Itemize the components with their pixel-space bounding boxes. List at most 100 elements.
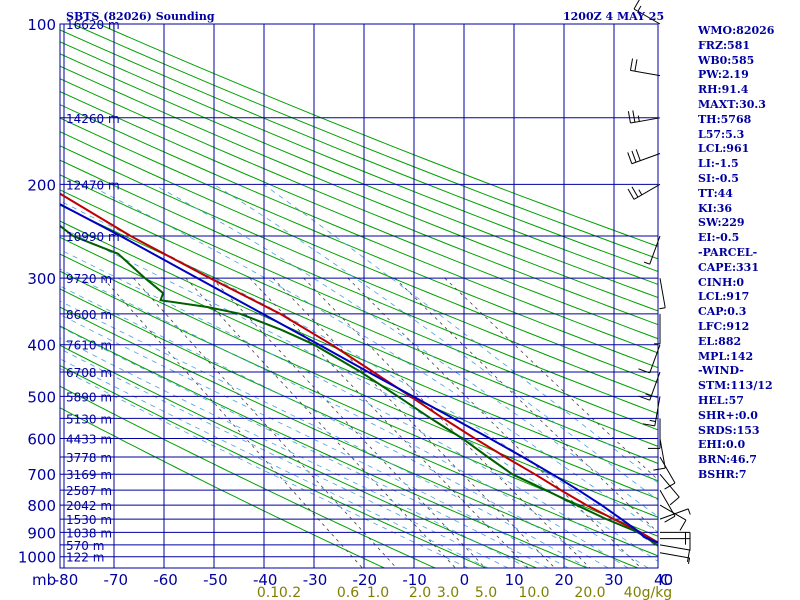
dewpoint-point bbox=[117, 253, 119, 255]
mixing-ratio-label: 0.6 bbox=[337, 585, 359, 600]
temperature-tick-label: -60 bbox=[153, 571, 178, 589]
dewpoint-point bbox=[605, 518, 607, 520]
saturation-adiabat bbox=[60, 337, 529, 568]
saturation-adiabat bbox=[60, 268, 629, 568]
stat-item: TT:44 bbox=[698, 186, 733, 200]
height-label: 16620 m bbox=[66, 18, 120, 32]
dry-adiabat bbox=[60, 253, 658, 518]
temperature-tick-label: 40 bbox=[654, 571, 673, 589]
stat-item: CAP:0.3 bbox=[698, 305, 747, 319]
mixing-ratio-label: 3.0 bbox=[437, 585, 459, 600]
height-label: 2042 m bbox=[66, 499, 112, 513]
parcel-point bbox=[643, 536, 645, 538]
dry-adiabat bbox=[60, 131, 658, 384]
dewpoint-point bbox=[545, 489, 547, 491]
stat-item: -PARCEL- bbox=[698, 245, 758, 259]
stat-item: WMO:82026 bbox=[698, 24, 775, 37]
stat-item: LFC:912 bbox=[698, 319, 750, 333]
dry-adiabat bbox=[60, 104, 658, 354]
wind-barb bbox=[659, 278, 666, 310]
temperature-point bbox=[677, 552, 678, 553]
mixing-ratio-label: 20.0 bbox=[574, 585, 605, 600]
temperature-point bbox=[372, 371, 374, 373]
saturation-adiabat bbox=[60, 249, 649, 568]
height-label: 3169 m bbox=[66, 468, 112, 482]
temperature-tick-label: 20 bbox=[554, 571, 573, 589]
parcel-point bbox=[367, 371, 369, 373]
stat-item: EI:-0.5 bbox=[698, 231, 740, 245]
dewpoint-point bbox=[160, 299, 162, 301]
x-axis-label: C bbox=[660, 571, 670, 589]
temperature-tick-label: -70 bbox=[104, 571, 129, 589]
parcel-point bbox=[452, 417, 454, 419]
stat-item: EL:882 bbox=[698, 334, 742, 348]
stat-item: FRZ:581 bbox=[698, 38, 751, 52]
saturation-adiabat bbox=[60, 326, 549, 568]
dry-adiabat bbox=[60, 364, 486, 568]
parcel-point bbox=[489, 437, 491, 440]
wind-barb bbox=[627, 149, 661, 165]
mixing-ratio-label: 2.0 bbox=[409, 585, 431, 600]
mixing-ratio-line bbox=[249, 277, 529, 568]
wind-barb bbox=[638, 344, 661, 374]
stat-item: MAXT:30.3 bbox=[698, 97, 766, 111]
dewpoint-point bbox=[487, 456, 489, 458]
stat-item: EHI:0.0 bbox=[698, 438, 746, 452]
dry-adiabat bbox=[60, 90, 658, 340]
height-label: 4433 m bbox=[66, 433, 112, 447]
stat-item: -WIND- bbox=[698, 364, 744, 378]
stat-item: SRDS:153 bbox=[698, 423, 760, 437]
pressure-tick-label: 800 bbox=[27, 497, 56, 515]
temperature-tick-label: -40 bbox=[253, 571, 278, 589]
temperature-tick-label: -20 bbox=[353, 571, 378, 589]
wind-barb bbox=[660, 531, 691, 545]
parcel-point bbox=[600, 504, 603, 506]
dry-adiabat bbox=[72, 24, 658, 260]
pressure-tick-label: 1000 bbox=[18, 549, 56, 567]
pressure-tick-label: 500 bbox=[27, 388, 56, 406]
stat-item: HEL:57 bbox=[698, 393, 744, 407]
stat-item: BRN:46.7 bbox=[698, 453, 757, 467]
parcel-point bbox=[412, 395, 414, 397]
stat-item: TH:5768 bbox=[698, 112, 752, 126]
parcel-point bbox=[620, 518, 622, 520]
height-label: 3778 m bbox=[66, 451, 112, 465]
parcel-point bbox=[21, 184, 22, 185]
pressure-tick-label: 400 bbox=[27, 337, 56, 355]
dewpoint-point bbox=[72, 235, 74, 237]
dewpoint-point bbox=[461, 437, 463, 440]
dry-adiabat bbox=[60, 78, 658, 326]
dewpoint-point bbox=[144, 277, 146, 279]
wind-barb bbox=[642, 396, 661, 427]
wind-barb bbox=[629, 58, 661, 77]
wind-barb bbox=[648, 418, 661, 449]
pressure-tick-label: 200 bbox=[27, 176, 56, 194]
dry-adiabat bbox=[60, 325, 588, 568]
dry-adiabat bbox=[60, 159, 658, 415]
saturation-adiabat bbox=[87, 184, 658, 533]
pressure-tick-label: 900 bbox=[27, 524, 56, 542]
stat-item: LI:-1.5 bbox=[698, 157, 739, 171]
temperature-tick-label: -30 bbox=[303, 571, 328, 589]
stat-item: LCL:961 bbox=[698, 142, 750, 156]
dewpoint-point bbox=[280, 329, 282, 331]
wind-barb bbox=[659, 544, 691, 562]
wind-barb bbox=[654, 313, 661, 345]
temperature-tick-label: -50 bbox=[203, 571, 228, 589]
wind-barb bbox=[659, 456, 676, 490]
dewpoint-point bbox=[207, 306, 209, 308]
dry-adiabat bbox=[60, 407, 385, 568]
stat-item: MPL:142 bbox=[698, 349, 754, 363]
dewpoint-point bbox=[313, 344, 315, 346]
saturation-adiabat bbox=[60, 285, 609, 568]
mixing-ratio-line bbox=[102, 277, 363, 568]
stat-item: RH:91.4 bbox=[698, 83, 749, 97]
height-label: 14260 m bbox=[66, 112, 120, 126]
y-axis-label: mb bbox=[32, 571, 56, 589]
stat-item: L57:5.3 bbox=[698, 127, 745, 141]
temperature-tick-label: 30 bbox=[604, 571, 623, 589]
dewpoint-point bbox=[667, 552, 668, 553]
height-label: 8600 m bbox=[66, 308, 112, 322]
wind-barb bbox=[627, 110, 661, 124]
dry-adiabat bbox=[60, 174, 658, 431]
